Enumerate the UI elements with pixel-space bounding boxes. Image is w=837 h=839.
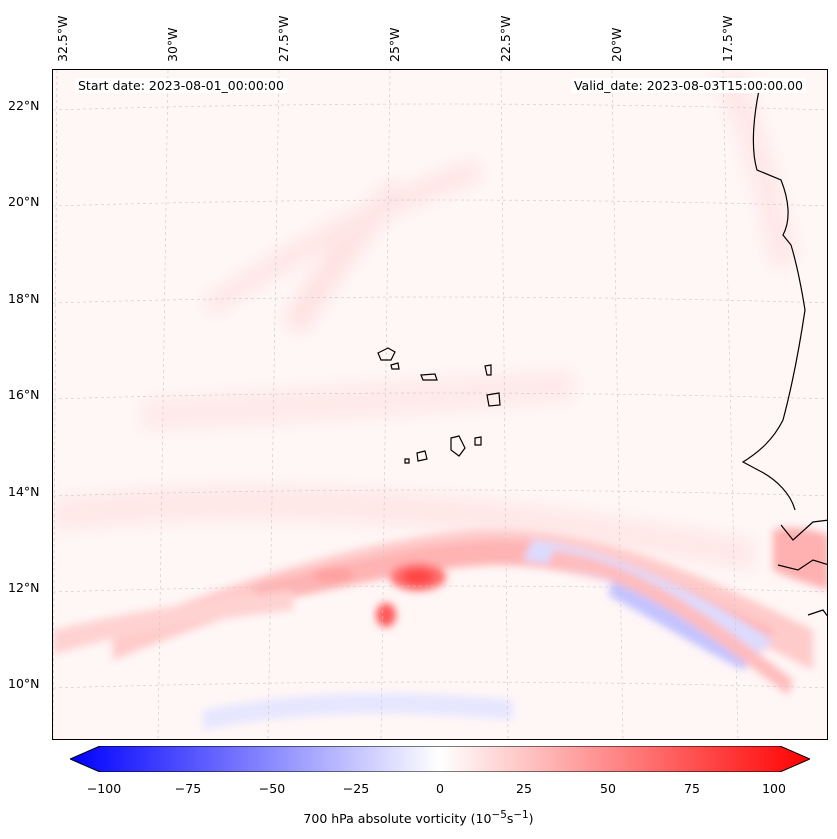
unit-exponent-2: −1 [513, 809, 529, 821]
colorbar-tick-m75: −75 [174, 781, 202, 796]
lon-label-17-5w: 17.5°W [720, 15, 735, 62]
colorbar-tick-m50: −50 [258, 781, 286, 796]
colorbar-tick-25: 25 [516, 781, 532, 796]
colorbar-tick-75: 75 [684, 781, 700, 796]
lon-label-20w: 20°W [609, 27, 624, 62]
lon-label-27-5w: 27.5°W [276, 15, 291, 62]
lat-label-14n: 14°N [8, 484, 40, 499]
lon-label-32-5w: 32.5°W [55, 15, 70, 62]
lat-label-18n: 18°N [8, 291, 40, 306]
colorbar-tick-m100: −100 [86, 781, 122, 796]
colorbar-label: 700 hPa absolute vorticity (10−5s−1) [303, 809, 534, 827]
unit-exponent-1: −5 [491, 809, 507, 821]
vorticity-field [53, 70, 827, 739]
colorbar-tick-0: 0 [436, 781, 444, 796]
vorticity-background-bands [53, 70, 798, 570]
valid-date-label: Valid_date: 2023-08-03T15:00:00.00 [570, 78, 806, 93]
lat-label-10n: 10°N [8, 676, 40, 691]
colorbar [68, 745, 812, 773]
lon-label-25w: 25°W [387, 27, 402, 62]
lon-label-22-5w: 22.5°W [498, 15, 513, 62]
colorbar-tick-m25: −25 [342, 781, 370, 796]
start-date-label: Start date: 2023-08-01_00:00:00 [75, 78, 287, 93]
colorbar-tick-100: 100 [762, 781, 786, 796]
colorbar-gradient [68, 745, 812, 773]
lat-label-16n: 16°N [8, 387, 40, 402]
vorticity-band-12n [53, 527, 827, 730]
lon-label-30w: 30°W [165, 27, 180, 62]
lat-label-22n: 22°N [8, 98, 40, 113]
map-panel [52, 69, 828, 740]
lat-label-12n: 12°N [8, 580, 40, 595]
graticule [53, 70, 827, 739]
coastline [741, 89, 827, 617]
lat-label-20n: 20°N [8, 194, 40, 209]
cape-verde-islands [377, 347, 501, 464]
colorbar-tick-50: 50 [600, 781, 616, 796]
